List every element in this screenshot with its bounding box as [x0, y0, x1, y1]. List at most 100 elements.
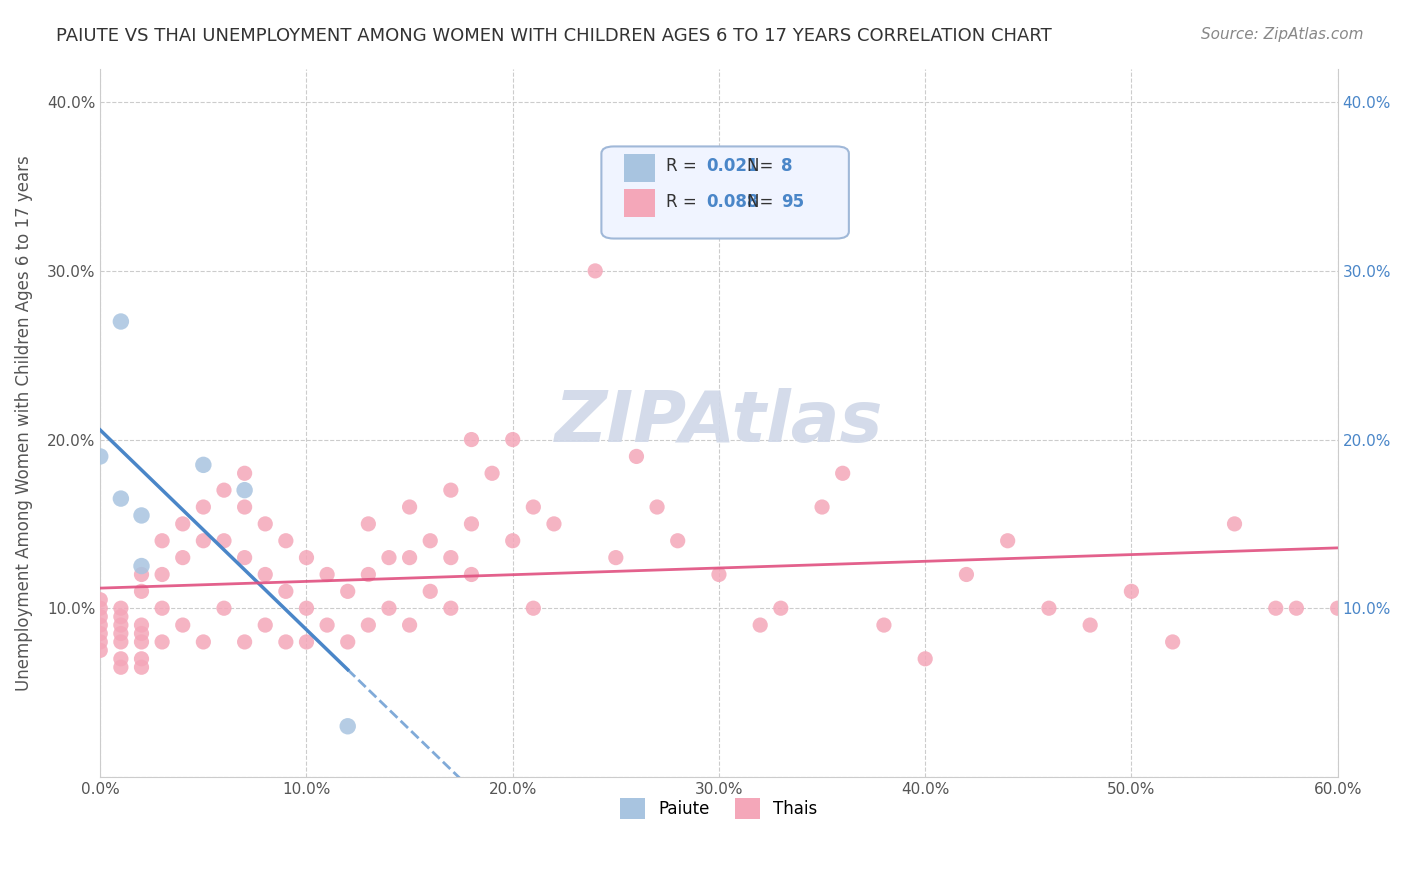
Point [212, 533, 235, 548]
Point [873, 618, 896, 632]
Point [150, 567, 173, 582]
Point [274, 635, 297, 649]
Point [769, 601, 792, 615]
Point [583, 264, 606, 278]
Point [460, 567, 482, 582]
Point [316, 567, 339, 582]
Text: N=: N= [748, 157, 779, 175]
Point [274, 584, 297, 599]
Point [131, 660, 153, 674]
Point [212, 483, 235, 498]
Point [1078, 618, 1101, 632]
Point [233, 500, 256, 514]
Text: 0.021: 0.021 [707, 157, 759, 175]
Point [749, 618, 772, 632]
Point [172, 516, 194, 531]
Point [1038, 601, 1060, 615]
Point [295, 601, 318, 615]
Text: R =: R = [665, 157, 702, 175]
Point [295, 635, 318, 649]
Point [89, 450, 111, 464]
Point [440, 601, 463, 615]
Point [110, 626, 132, 640]
Point [193, 635, 215, 649]
Point [997, 533, 1019, 548]
Point [274, 533, 297, 548]
Point [440, 550, 463, 565]
Point [398, 550, 420, 565]
Point [419, 533, 441, 548]
Point [460, 516, 482, 531]
Point [172, 550, 194, 565]
Text: ZIPAtlas: ZIPAtlas [555, 388, 883, 458]
Point [357, 567, 380, 582]
Point [914, 652, 936, 666]
Point [131, 584, 153, 599]
Text: 0.088: 0.088 [707, 193, 759, 211]
Text: Source: ZipAtlas.com: Source: ZipAtlas.com [1201, 27, 1364, 42]
Point [110, 491, 132, 506]
Point [336, 584, 359, 599]
Point [378, 550, 401, 565]
Point [1326, 601, 1348, 615]
Point [193, 458, 215, 472]
Point [502, 433, 524, 447]
Text: PAIUTE VS THAI UNEMPLOYMENT AMONG WOMEN WITH CHILDREN AGES 6 TO 17 YEARS CORRELA: PAIUTE VS THAI UNEMPLOYMENT AMONG WOMEN … [56, 27, 1052, 45]
Point [110, 314, 132, 328]
Point [233, 550, 256, 565]
Point [398, 618, 420, 632]
Point [89, 643, 111, 657]
Point [254, 567, 277, 582]
Point [233, 483, 256, 498]
Point [254, 618, 277, 632]
Point [131, 626, 153, 640]
Point [707, 567, 730, 582]
Point [110, 601, 132, 615]
Point [110, 660, 132, 674]
Point [1285, 601, 1308, 615]
Point [440, 483, 463, 498]
Point [502, 533, 524, 548]
Point [666, 533, 689, 548]
Point [1121, 584, 1143, 599]
Text: 95: 95 [780, 193, 804, 211]
Point [645, 500, 668, 514]
FancyBboxPatch shape [602, 146, 849, 238]
Point [110, 609, 132, 624]
Point [131, 618, 153, 632]
Point [295, 550, 318, 565]
Text: R =: R = [665, 193, 702, 211]
Point [626, 450, 648, 464]
Point [89, 618, 111, 632]
Point [150, 635, 173, 649]
Point [233, 467, 256, 481]
Point [110, 635, 132, 649]
Point [193, 533, 215, 548]
Point [89, 609, 111, 624]
Point [110, 618, 132, 632]
Point [336, 635, 359, 649]
Legend: Paiute, Thais: Paiute, Thais [613, 791, 824, 825]
Point [831, 467, 853, 481]
Point [955, 567, 977, 582]
Point [543, 516, 565, 531]
Point [336, 719, 359, 733]
Point [357, 516, 380, 531]
Point [89, 601, 111, 615]
Point [89, 626, 111, 640]
Point [419, 584, 441, 599]
Point [89, 635, 111, 649]
Point [522, 601, 544, 615]
FancyBboxPatch shape [624, 189, 655, 218]
Point [481, 467, 503, 481]
Point [110, 652, 132, 666]
Point [522, 500, 544, 514]
Point [89, 592, 111, 607]
Y-axis label: Unemployment Among Women with Children Ages 6 to 17 years: Unemployment Among Women with Children A… [15, 155, 32, 690]
Point [212, 601, 235, 615]
Point [316, 618, 339, 632]
Point [398, 500, 420, 514]
Point [1264, 601, 1286, 615]
Point [254, 516, 277, 531]
Point [172, 618, 194, 632]
